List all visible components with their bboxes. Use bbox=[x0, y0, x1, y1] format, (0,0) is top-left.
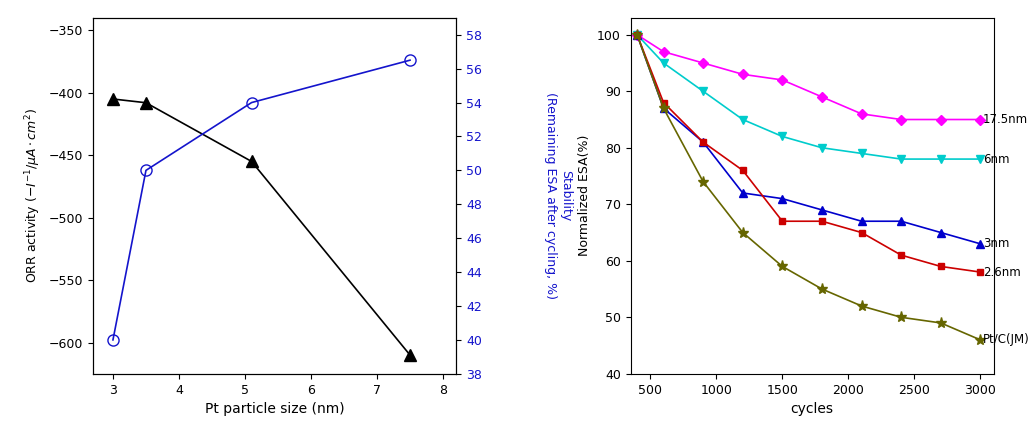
X-axis label: Pt particle size (nm): Pt particle size (nm) bbox=[205, 402, 345, 416]
Text: 6nm: 6nm bbox=[983, 153, 1009, 166]
Text: Pt/C(JM): Pt/C(JM) bbox=[983, 333, 1030, 346]
Text: 2.6nm: 2.6nm bbox=[983, 266, 1021, 279]
X-axis label: cycles: cycles bbox=[791, 402, 833, 416]
Y-axis label: Normalized ESA(%): Normalized ESA(%) bbox=[579, 135, 591, 256]
Text: 17.5nm: 17.5nm bbox=[983, 113, 1028, 126]
Text: 3nm: 3nm bbox=[983, 237, 1009, 251]
Y-axis label: Stability
(Remaining ESA after cycling, %): Stability (Remaining ESA after cycling, … bbox=[544, 92, 572, 299]
Y-axis label: ORR activity ($-I^{-1}/\mu A\cdot cm^{2}$): ORR activity ($-I^{-1}/\mu A\cdot cm^{2}… bbox=[24, 108, 43, 283]
